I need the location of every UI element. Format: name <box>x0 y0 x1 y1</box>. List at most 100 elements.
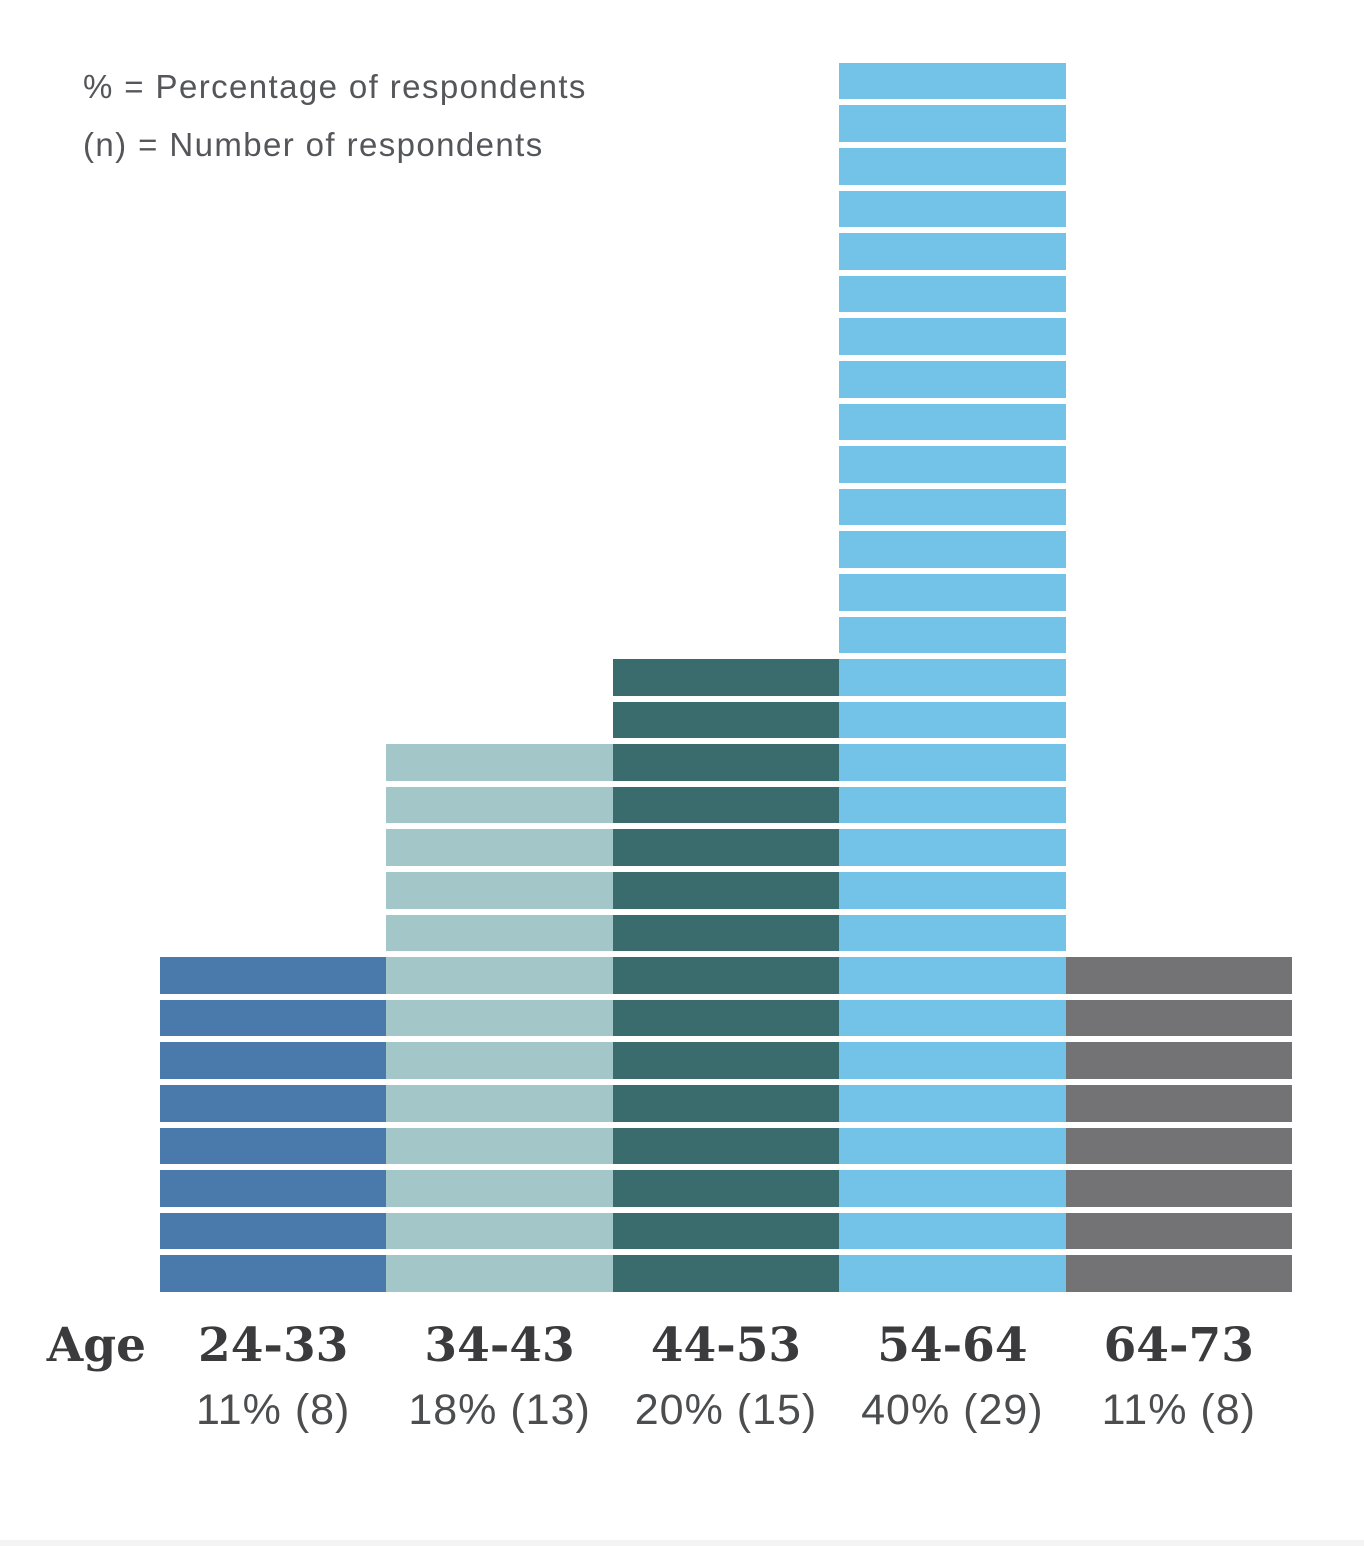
bar-64-73-segment <box>1065 1212 1292 1250</box>
age-range-label: 54-64 <box>877 1318 1028 1373</box>
bar-44-53-segment <box>612 1085 840 1122</box>
value-label: 18% (13) <box>408 1386 591 1434</box>
bar-64-73-segment <box>1065 1255 1292 1292</box>
bar-54-64-segment <box>839 1255 1066 1292</box>
bar-24-33-segment <box>160 1042 387 1080</box>
bar-54-64-segment <box>839 616 1066 654</box>
bar-54-64-segment <box>839 573 1066 611</box>
category-label-44-53: 44-53 20% (15) <box>613 1322 839 1432</box>
age-range-label: 34-43 <box>424 1318 575 1373</box>
bar-44-53-segment <box>612 701 840 739</box>
bar-34-43-segment <box>386 744 613 781</box>
bar-54-64-segment <box>839 446 1066 483</box>
bar-24-33-segment <box>160 1212 387 1250</box>
bar-44-53-segment <box>612 1170 840 1207</box>
bar-54-64-segment <box>839 872 1066 909</box>
bar-54-64-segment <box>839 488 1066 526</box>
bar-64-73-segment <box>1065 1042 1292 1080</box>
value-label: 40% (29) <box>861 1386 1044 1434</box>
x-axis-title-cell: Age <box>0 1322 160 1432</box>
bar-44-53-segment <box>612 1212 840 1250</box>
bar-54-64-segment <box>839 531 1066 568</box>
value-label: 11% (8) <box>1101 1386 1256 1434</box>
bar-44-53-segment <box>612 872 840 909</box>
bar-64-73-segment <box>1065 957 1292 994</box>
bar-64-73-segment <box>1065 1170 1292 1207</box>
bar-24-33-segment <box>160 957 387 994</box>
bar-44-53-segment <box>612 1255 840 1292</box>
bar-24-33-segment <box>160 1255 387 1292</box>
bar-54-64 <box>839 62 1066 1292</box>
x-axis-labels: Age 24-33 11% (8) 34-43 18% (13) 44-53 20% (1… <box>0 1322 1364 1432</box>
bar-24-33 <box>160 957 387 1292</box>
bar-34-43-segment <box>386 1042 613 1080</box>
bar-44-53-segment <box>612 1127 840 1165</box>
bar-54-64-segment <box>839 1127 1066 1165</box>
category-label-54-64: 54-64 40% (29) <box>839 1322 1065 1432</box>
bar-34-43-segment <box>386 957 613 994</box>
bar-54-64-segment <box>839 999 1066 1037</box>
chart-legend: % = Percentage of respondents (n) = Numb… <box>83 58 587 174</box>
age-range-label: 24-33 <box>198 1318 349 1373</box>
value-label: 11% (8) <box>196 1386 351 1434</box>
category-label-34-43: 34-43 18% (13) <box>386 1322 612 1432</box>
bar-54-64-segment <box>839 701 1066 739</box>
chart <box>160 62 1292 1292</box>
bar-54-64-segment <box>839 829 1066 867</box>
bar-34-43-segment <box>386 999 613 1037</box>
bar-64-73 <box>1065 957 1292 1292</box>
bar-54-64-segment <box>839 659 1066 696</box>
category-label-64-73: 64-73 11% (8) <box>1066 1322 1292 1432</box>
bar-34-43-segment <box>386 786 613 824</box>
bar-54-64-segment <box>839 403 1066 441</box>
bar-54-64-segment <box>839 147 1066 185</box>
bar-54-64-segment <box>839 318 1066 355</box>
bar-54-64-segment <box>839 190 1066 228</box>
bar-54-64-segment <box>839 1085 1066 1122</box>
bar-64-73-segment <box>1065 999 1292 1037</box>
bar-54-64-segment <box>839 786 1066 824</box>
bar-44-53-segment <box>612 957 840 994</box>
bar-24-33-segment <box>160 1170 387 1207</box>
bar-34-43-segment <box>386 829 613 867</box>
bar-54-64-segment <box>839 105 1066 142</box>
bar-44-53-segment <box>612 659 840 696</box>
bar-64-73-segment <box>1065 1127 1292 1165</box>
bar-34-43 <box>386 744 613 1292</box>
bar-34-43-segment <box>386 1212 613 1250</box>
bar-24-33-segment <box>160 999 387 1037</box>
bar-54-64-segment <box>839 1042 1066 1080</box>
age-range-label: 64-73 <box>1103 1318 1254 1373</box>
bar-24-33-segment <box>160 1085 387 1122</box>
bar-54-64-segment <box>839 360 1066 398</box>
bar-34-43-segment <box>386 1170 613 1207</box>
bar-44-53-segment <box>612 744 840 781</box>
bar-54-64-segment <box>839 957 1066 994</box>
bar-34-43-segment <box>386 1255 613 1292</box>
bar-34-43-segment <box>386 1085 613 1122</box>
bar-54-64-segment <box>839 275 1066 313</box>
bar-54-64-segment <box>839 1212 1066 1250</box>
bar-44-53-segment <box>612 914 840 952</box>
bar-24-33-segment <box>160 1127 387 1165</box>
legend-line-percentage: % = Percentage of respondents <box>83 68 587 105</box>
age-range-label: 44-53 <box>650 1318 802 1373</box>
bar-44-53-segment <box>612 999 840 1037</box>
footer-strip <box>0 1540 1364 1546</box>
legend-line-number: (n) = Number of respondents <box>83 126 544 163</box>
bar-54-64-segment <box>839 1170 1066 1207</box>
bar-44-53-segment <box>612 786 840 824</box>
bar-34-43-segment <box>386 914 613 952</box>
bar-44-53-segment <box>612 829 840 867</box>
x-axis-title: Age <box>46 1318 146 1373</box>
bar-54-64-segment <box>839 62 1066 100</box>
bar-64-73-segment <box>1065 1085 1292 1122</box>
category-label-24-33: 24-33 11% (8) <box>160 1322 386 1432</box>
bar-44-53 <box>612 659 840 1292</box>
bar-54-64-segment <box>839 744 1066 781</box>
bar-54-64-segment <box>839 233 1066 270</box>
bar-34-43-segment <box>386 1127 613 1165</box>
bar-54-64-segment <box>839 914 1066 952</box>
bar-34-43-segment <box>386 872 613 909</box>
